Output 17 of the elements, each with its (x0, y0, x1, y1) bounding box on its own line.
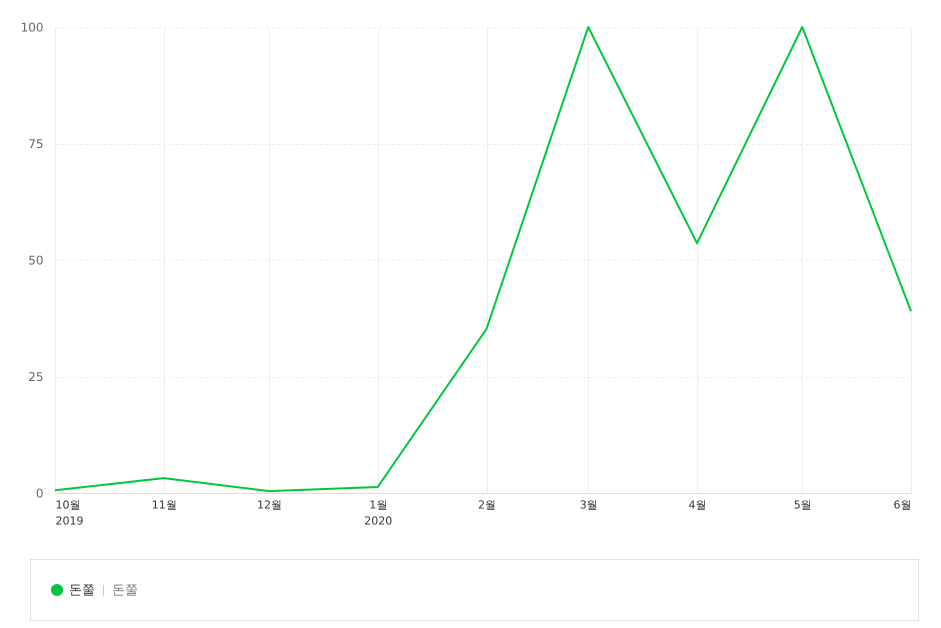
y-tick-label: 50 (28, 254, 44, 268)
x-tick-label: 1월 2020 (364, 498, 392, 528)
x-tick-label: 4월 (688, 498, 706, 512)
x-tick-label: 10월 2019 (56, 498, 84, 528)
x-tick-label: 12월 (257, 498, 282, 512)
y-tick-label: 0 (36, 486, 44, 500)
y-tick-label: 75 (28, 137, 44, 151)
y-tick-label: 100 (20, 20, 44, 34)
x-tick-label: 6월 (894, 498, 912, 512)
y-tick-label: 25 (28, 370, 44, 384)
legend-label: 돈쭐 (69, 582, 95, 599)
x-tick-label: 5월 (794, 498, 812, 512)
x-tick-label: 3월 (580, 498, 598, 512)
x-tick-label: 2월 (478, 498, 496, 512)
text: 돈쭐 (112, 582, 138, 599)
line-series (54, 26, 912, 492)
x-tick-label: 11월 (152, 498, 177, 512)
